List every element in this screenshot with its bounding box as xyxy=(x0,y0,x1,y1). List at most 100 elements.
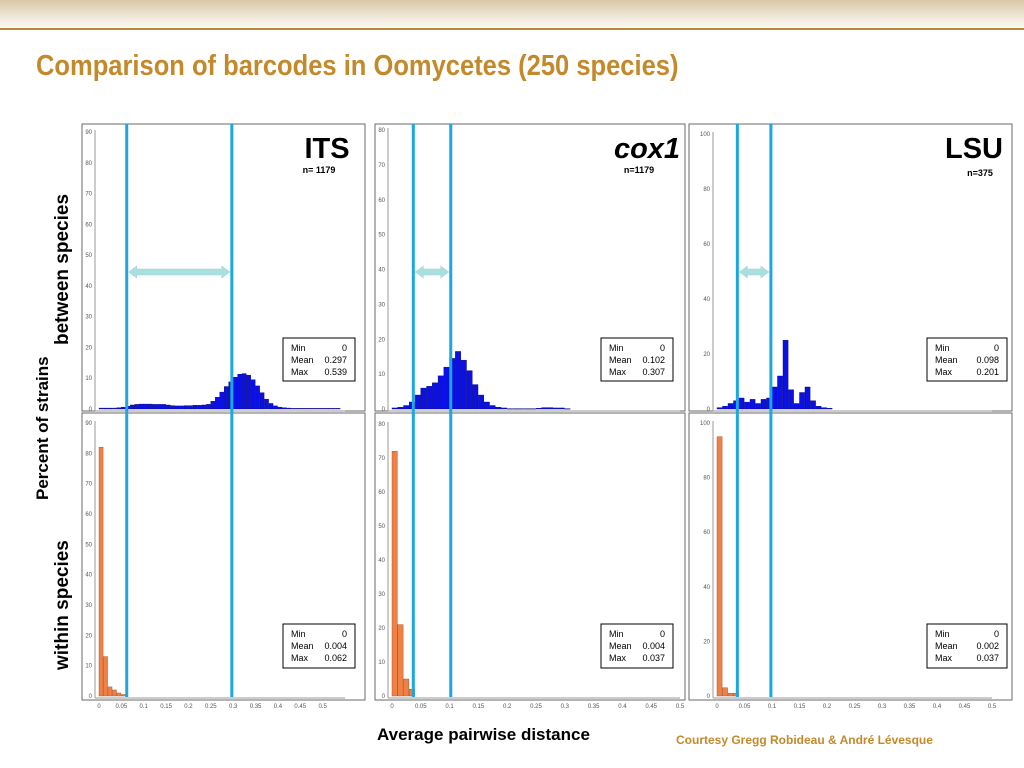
stats-value-min: 0 xyxy=(994,343,999,353)
histogram-bar xyxy=(815,406,822,410)
x-tick-label: 0.05 xyxy=(739,704,751,710)
histogram-bar xyxy=(426,386,433,410)
histogram-bar xyxy=(210,401,216,410)
histogram-bar xyxy=(98,407,104,410)
x-tick-label: 0.35 xyxy=(904,704,916,710)
stats-box xyxy=(600,337,674,382)
x-tick-label: 0.4 xyxy=(933,704,942,710)
x-tick-label: 0.4 xyxy=(274,704,283,710)
histogram-bar xyxy=(264,398,269,410)
stats-value-max: 0.201 xyxy=(976,367,999,377)
stats-label-mean: Mean xyxy=(291,641,314,651)
histogram-bar xyxy=(788,389,794,410)
sample-size-label: n= 1179 xyxy=(303,165,336,175)
histogram-bar xyxy=(130,404,135,410)
x-tick-label: 0.2 xyxy=(823,704,832,710)
histogram-bar xyxy=(179,405,184,410)
y-tick-label: 70 xyxy=(85,482,92,488)
histogram-bar xyxy=(201,404,207,410)
stats-value-min: 0 xyxy=(342,629,347,639)
stats-value-mean: 0.098 xyxy=(976,355,999,365)
histogram-bar xyxy=(174,405,180,410)
stats-value-min: 0 xyxy=(342,343,347,353)
histogram-bar xyxy=(98,447,104,697)
y-tick-label: 30 xyxy=(85,603,92,609)
y-tick-label: 30 xyxy=(85,315,92,321)
y-tick-label: 40 xyxy=(85,284,92,290)
histogram-bar xyxy=(716,436,723,697)
histogram-bar xyxy=(139,403,144,410)
histogram-bar xyxy=(286,407,292,410)
stats-value-mean: 0.004 xyxy=(324,641,347,651)
y-tick-label: 0 xyxy=(89,407,93,413)
x-axis-label: Average pairwise distance xyxy=(377,725,590,744)
y-tick-label: 60 xyxy=(703,530,710,536)
x-tick-label: 0 xyxy=(390,704,394,710)
y-tick-label: 20 xyxy=(703,352,710,358)
stats-value-mean: 0.002 xyxy=(976,641,999,651)
y-tick-label: 80 xyxy=(378,128,385,134)
y-tick-label: 80 xyxy=(703,187,710,193)
histogram-bar xyxy=(443,366,450,410)
stats-label-mean: Mean xyxy=(935,355,958,365)
y-tick-label: 90 xyxy=(85,421,92,427)
marker-title-cox1: cox1 xyxy=(614,133,680,165)
histogram-bar xyxy=(804,386,811,410)
stats-box xyxy=(926,337,1008,382)
histogram-bar xyxy=(273,405,278,410)
stats-label-mean: Mean xyxy=(935,641,958,651)
histogram-bar xyxy=(255,385,260,410)
histogram-bar xyxy=(165,404,171,410)
y-tick-label: 60 xyxy=(85,512,92,518)
histogram-bar xyxy=(749,399,756,410)
histogram-bar xyxy=(771,386,778,410)
histogram-bar xyxy=(112,689,117,697)
histogram-bar xyxy=(727,403,734,410)
histogram-bar xyxy=(241,373,247,410)
stats-label-max: Max xyxy=(609,367,627,377)
y-tick-label: 30 xyxy=(378,592,385,598)
x-tick-label: 0.05 xyxy=(116,704,128,710)
barcode-gap-arrow xyxy=(414,265,450,279)
histogram-bar xyxy=(322,408,327,410)
histogram-bar xyxy=(295,408,301,410)
y-tick-label: 100 xyxy=(700,132,711,138)
histogram-bar xyxy=(760,399,767,410)
stats-box xyxy=(282,623,356,669)
y-tick-label: 20 xyxy=(85,345,92,351)
histogram-bar xyxy=(472,384,479,410)
histogram-bar xyxy=(161,404,166,410)
y-tick-label: 100 xyxy=(700,421,711,427)
y-tick-label: 0 xyxy=(382,407,386,413)
y-tick-label: 50 xyxy=(378,233,385,239)
histogram-bar xyxy=(188,405,193,410)
x-tick-label: 0.45 xyxy=(959,704,971,710)
y-tick-label: 20 xyxy=(85,633,92,639)
x-tick-label: 0.2 xyxy=(503,704,512,710)
x-tick-label: 0.5 xyxy=(676,704,685,710)
histogram-bar xyxy=(397,624,404,697)
histogram-bar xyxy=(483,401,490,410)
histogram-bar xyxy=(300,408,305,410)
histogram-bar xyxy=(460,359,467,410)
stats-value-min: 0 xyxy=(660,629,665,639)
credit-text: Courtesy Gregg Robideau & André Lévesque xyxy=(676,733,933,747)
histogram-bar xyxy=(206,404,211,410)
y-tick-label: 0 xyxy=(382,694,386,700)
x-tick-label: 0.15 xyxy=(794,704,806,710)
stats-label-min: Min xyxy=(291,629,306,639)
histogram-bar xyxy=(107,407,113,410)
stats-label-min: Min xyxy=(609,343,624,353)
sample-size-label: n=375 xyxy=(967,168,993,178)
histogram-bar xyxy=(466,370,473,410)
stats-value-max: 0.037 xyxy=(976,653,999,663)
x-tick-label: 0.2 xyxy=(184,704,193,710)
histogram-bar xyxy=(397,407,404,410)
stats-value-max: 0.307 xyxy=(642,367,665,377)
stats-label-mean: Mean xyxy=(609,641,632,651)
x-tick-label: 0.35 xyxy=(250,704,262,710)
histogram-bar xyxy=(326,408,332,410)
y-tick-label: 50 xyxy=(378,524,385,530)
y-tick-label: 50 xyxy=(85,542,92,548)
x-tick-label: 0.15 xyxy=(473,704,485,710)
